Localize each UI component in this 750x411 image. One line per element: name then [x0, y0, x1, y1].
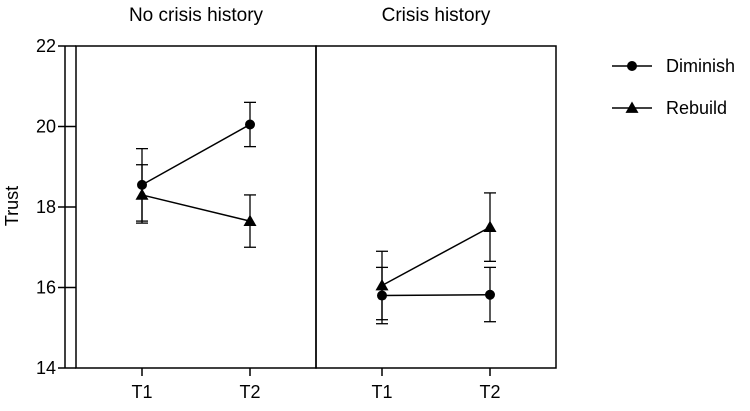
- y-tick-label: 22: [36, 36, 56, 56]
- legend-item-diminish: Diminish: [612, 56, 735, 76]
- legend-item-rebuild: Rebuild: [612, 98, 727, 118]
- panel-frame: [315, 45, 557, 369]
- legend: Diminish Rebuild: [612, 56, 735, 118]
- data-point: [485, 289, 495, 300]
- series-line: [141, 194, 251, 222]
- data-point: [483, 220, 497, 232]
- panel-1: No crisis history T1 T2: [75, 5, 317, 402]
- series-line: [141, 123, 251, 186]
- panel-2: Crisis history T1 T2: [315, 5, 557, 402]
- y-tick-label: 20: [36, 117, 56, 137]
- panel-title: Crisis history: [382, 5, 491, 26]
- data-point: [245, 119, 255, 130]
- y-axis-label: Trust: [2, 186, 22, 226]
- panel-title: No crisis history: [129, 5, 264, 26]
- y-tick-label: 18: [36, 197, 56, 217]
- data-point: [375, 278, 389, 291]
- data-point: [135, 188, 149, 200]
- panel-frame: [75, 45, 317, 369]
- series-rebuild: [375, 192, 497, 321]
- series-diminish: [376, 266, 496, 325]
- y-tick-label: 14: [36, 358, 56, 378]
- series-line: [381, 226, 491, 287]
- x-tick-label: T2: [479, 382, 500, 402]
- x-tick-label: T1: [371, 382, 392, 402]
- legend-marker: [627, 61, 637, 71]
- panels: No crisis history T1 T2 Crisis history T1 T2: [75, 5, 557, 402]
- legend-label: Rebuild: [666, 98, 727, 118]
- series-diminish: [136, 101, 256, 222]
- legend-marker: [625, 101, 639, 113]
- series-line: [381, 293, 491, 297]
- series-rebuild: [135, 164, 257, 248]
- legend-label: Diminish: [666, 56, 735, 76]
- y-axis: 14 16 18 20 22: [36, 36, 76, 378]
- x-tick-label: T1: [131, 382, 152, 402]
- x-tick-label: T2: [239, 382, 260, 402]
- y-tick-label: 16: [36, 278, 56, 298]
- data-point: [243, 214, 257, 226]
